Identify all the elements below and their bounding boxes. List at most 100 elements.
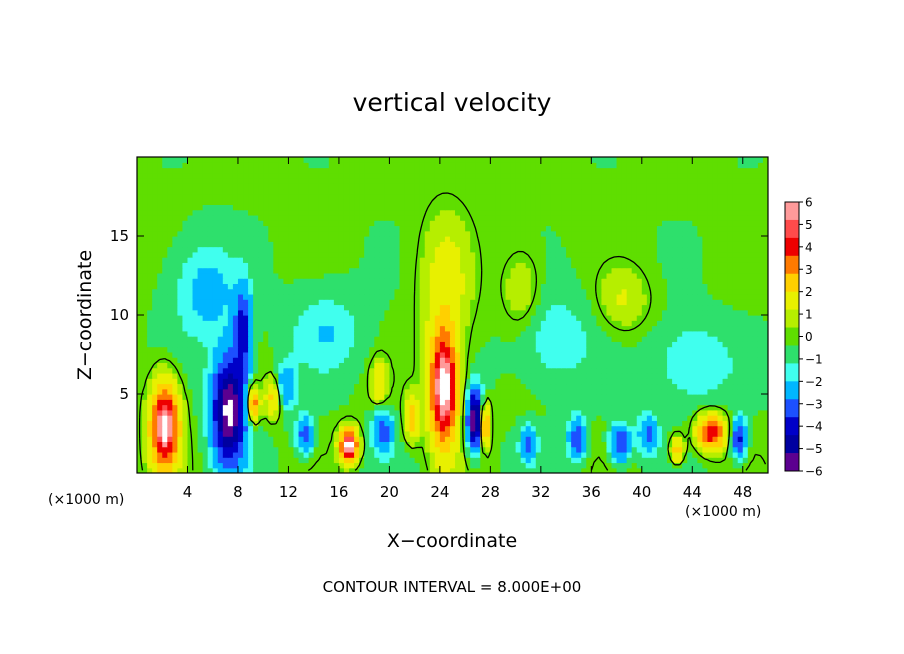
field-cell <box>555 336 562 342</box>
field-cell <box>439 330 446 337</box>
field-cell <box>147 288 153 295</box>
field-cell <box>606 467 613 473</box>
field-cell <box>177 320 184 327</box>
field-cell <box>475 325 481 332</box>
field-cell <box>707 315 714 321</box>
field-cell <box>227 451 234 458</box>
field-cell <box>389 288 396 295</box>
field-cell <box>732 399 739 406</box>
field-cell <box>449 330 456 337</box>
field-cell <box>661 362 668 369</box>
field-cell <box>167 283 173 290</box>
field-cell <box>510 388 517 395</box>
field-cell <box>399 409 406 416</box>
field-cell <box>697 436 703 442</box>
field-cell <box>192 293 199 300</box>
field-cell <box>258 425 264 432</box>
field-cell <box>227 293 234 300</box>
field-cell <box>475 351 481 358</box>
field-cell <box>737 378 744 385</box>
field-cell <box>177 467 184 473</box>
field-cell <box>596 362 603 369</box>
field-cell <box>732 383 739 390</box>
field-cell <box>707 288 714 295</box>
field-cell <box>222 267 229 274</box>
field-cell <box>591 283 597 290</box>
field-cell <box>535 467 542 473</box>
field-cell <box>232 409 239 416</box>
field-cell <box>485 420 491 427</box>
field-cell <box>354 330 360 337</box>
field-cell <box>253 357 259 363</box>
field-cell <box>697 378 703 385</box>
field-cell <box>571 394 577 400</box>
field-cell <box>258 299 264 306</box>
field-cell <box>460 362 466 369</box>
field-cell <box>419 467 426 473</box>
field-cell <box>500 325 507 332</box>
field-cell <box>273 315 279 321</box>
field-cell <box>399 446 406 453</box>
field-cell <box>611 367 618 374</box>
field-cell <box>253 272 259 279</box>
field-cell <box>702 341 709 348</box>
field-cell <box>222 378 229 385</box>
field-cell <box>192 304 199 311</box>
field-cell <box>384 420 390 427</box>
field-cell <box>495 320 502 327</box>
field-cell <box>333 341 340 348</box>
field-cell <box>752 415 759 421</box>
field-cell <box>354 267 360 274</box>
field-cell <box>212 336 219 342</box>
field-cell <box>187 441 194 448</box>
field-cell <box>495 388 502 395</box>
field-cell <box>137 320 143 327</box>
field-cell <box>354 262 360 269</box>
field-cell <box>177 278 184 284</box>
field-cell <box>757 330 764 337</box>
field-cell <box>444 367 451 374</box>
field-cell <box>349 357 355 363</box>
field-cell <box>737 278 744 284</box>
field-cell <box>480 262 486 269</box>
field-cell <box>369 341 375 348</box>
field-cell <box>470 315 476 321</box>
field-cell <box>672 262 678 269</box>
field-cell <box>606 351 613 358</box>
field-cell <box>374 420 380 427</box>
field-cell <box>243 399 249 406</box>
field-cell <box>566 278 572 284</box>
field-cell <box>555 394 562 400</box>
field-cell <box>404 325 411 332</box>
field-cell <box>656 315 663 321</box>
field-cell <box>641 383 648 390</box>
field-cell <box>636 262 643 269</box>
field-cell <box>167 436 173 442</box>
field-cell <box>227 304 234 311</box>
field-cell <box>404 346 411 353</box>
field-cell <box>278 288 284 295</box>
field-cell <box>449 309 456 316</box>
field-cell <box>359 399 365 406</box>
field-cell <box>747 399 754 406</box>
field-cell <box>717 267 724 274</box>
field-cell <box>687 399 693 406</box>
field-cell <box>449 378 456 385</box>
field-cell <box>571 388 577 395</box>
field-cell <box>207 425 214 432</box>
field-cell <box>505 278 512 284</box>
field-cell <box>490 320 497 327</box>
field-cell <box>540 346 547 353</box>
field-cell <box>177 430 184 437</box>
field-cell <box>237 272 244 279</box>
field-cell <box>737 399 744 406</box>
field-cell <box>369 378 375 385</box>
field-cell <box>530 441 537 448</box>
field-cell <box>227 367 234 374</box>
field-cell <box>475 441 481 448</box>
field-cell <box>611 262 618 269</box>
field-cell <box>313 346 320 353</box>
field-cell <box>409 330 416 337</box>
field-cell <box>248 415 254 421</box>
field-cell <box>162 367 168 374</box>
